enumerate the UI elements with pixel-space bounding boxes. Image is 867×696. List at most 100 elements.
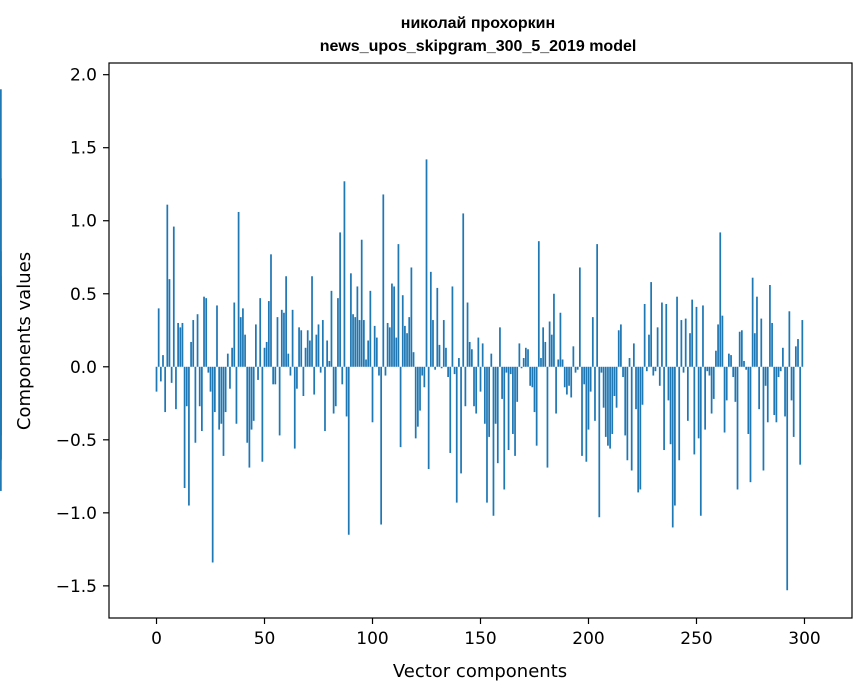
bar-15 <box>188 366 190 506</box>
bar-258 <box>712 366 715 399</box>
bar-123 <box>421 366 424 376</box>
bar-203 <box>594 366 596 421</box>
bar-158 <box>496 366 499 464</box>
bar-226 <box>643 303 646 367</box>
bar-248 <box>691 299 694 367</box>
y-tick-label: −1.5 <box>56 577 97 597</box>
bar-207 <box>602 366 605 408</box>
bar-90 <box>350 273 352 367</box>
bar-279 <box>758 366 760 410</box>
bar-32 <box>224 366 227 413</box>
bar-118 <box>410 267 413 367</box>
bar-223 <box>637 366 640 493</box>
bar-176 <box>535 366 538 446</box>
bar-143 <box>464 366 467 407</box>
bar-216 <box>622 366 624 378</box>
bar-136 <box>449 366 452 453</box>
bar-47 <box>257 366 259 380</box>
chart-subtitle: news_upos_skipgram_300_5_2019 model <box>320 38 637 55</box>
bar-221 <box>632 343 635 367</box>
bar-14 <box>185 366 188 407</box>
x-tick-label: 0 <box>151 629 162 649</box>
bar-109 <box>391 283 393 367</box>
bar-202 <box>591 317 594 367</box>
bar-282 <box>764 366 767 386</box>
bar-21 <box>201 366 203 432</box>
bar-92 <box>354 317 357 367</box>
bar-91 <box>352 314 354 367</box>
bar-59 <box>283 312 285 367</box>
bar-76 <box>319 366 322 373</box>
bar-238 <box>669 366 672 445</box>
bar-19 <box>196 314 199 367</box>
bar-79 <box>326 340 329 367</box>
bar-222 <box>635 366 637 410</box>
bar-294 <box>790 366 793 401</box>
bar-187 <box>559 312 562 367</box>
bar-227 <box>645 366 648 372</box>
bar-297 <box>797 339 799 367</box>
bar-134 <box>445 347 447 367</box>
bar-169 <box>520 366 523 369</box>
bar-271 <box>740 330 743 367</box>
bar-212 <box>613 366 616 396</box>
bar-154 <box>488 366 491 437</box>
bar-292 <box>786 366 789 591</box>
bar-281 <box>762 366 765 471</box>
bar-263 <box>723 366 726 433</box>
y-tick-label: 0.5 <box>70 285 97 305</box>
bar-225 <box>641 366 644 405</box>
bar-74 <box>315 334 318 367</box>
bar-286 <box>773 366 776 415</box>
bar-256 <box>708 366 711 376</box>
bar-68 <box>302 366 305 396</box>
y-axis-ticks: −1.5 −1.0 −0.5 0.0 0.5 1.0 1.5 2.0 <box>56 66 109 597</box>
bar-119 <box>412 352 415 367</box>
bar-146 <box>471 349 473 367</box>
bar-40 <box>242 308 244 367</box>
bar-209 <box>607 366 609 446</box>
bar-277 <box>753 333 756 367</box>
bar-100 <box>371 366 374 423</box>
bar-108 <box>388 327 391 367</box>
bar-186 <box>557 359 560 367</box>
bar-259 <box>715 350 717 367</box>
bar-31 <box>222 366 225 456</box>
bar-250 <box>695 306 698 367</box>
bar-267 <box>732 366 735 378</box>
bar-228 <box>648 334 650 367</box>
bar-42 <box>246 366 249 443</box>
bar-287 <box>775 366 778 423</box>
bar-50 <box>263 347 266 367</box>
bar-18 <box>194 366 197 443</box>
bar-38 <box>237 211 240 367</box>
bar-215 <box>620 324 622 367</box>
bar-201 <box>589 366 592 392</box>
bar-112 <box>397 244 400 367</box>
bar-121 <box>417 366 419 427</box>
bar-181 <box>546 366 549 468</box>
bar-167 <box>516 366 519 402</box>
bar-70 <box>306 330 309 367</box>
y-tick-label: 0.0 <box>70 358 97 378</box>
bar-288 <box>777 366 780 378</box>
bar-96 <box>363 320 365 367</box>
bar-165 <box>512 366 514 434</box>
bar-56 <box>276 317 279 367</box>
bar-25 <box>209 366 212 392</box>
bar-64 <box>293 366 296 449</box>
bar-105 <box>382 194 385 367</box>
bar-192 <box>570 366 573 398</box>
bar-153 <box>486 366 488 503</box>
bar-83 <box>334 366 337 407</box>
bar-243 <box>680 320 683 367</box>
bar-160 <box>501 366 503 399</box>
bar-7 <box>170 366 173 383</box>
bar-128 <box>432 320 434 367</box>
bars-group <box>0 89 804 591</box>
bar-166 <box>514 366 516 456</box>
bar-82 <box>332 366 335 414</box>
bar-26 <box>211 366 214 563</box>
bar-51 <box>265 341 268 367</box>
bar-117 <box>408 317 411 367</box>
